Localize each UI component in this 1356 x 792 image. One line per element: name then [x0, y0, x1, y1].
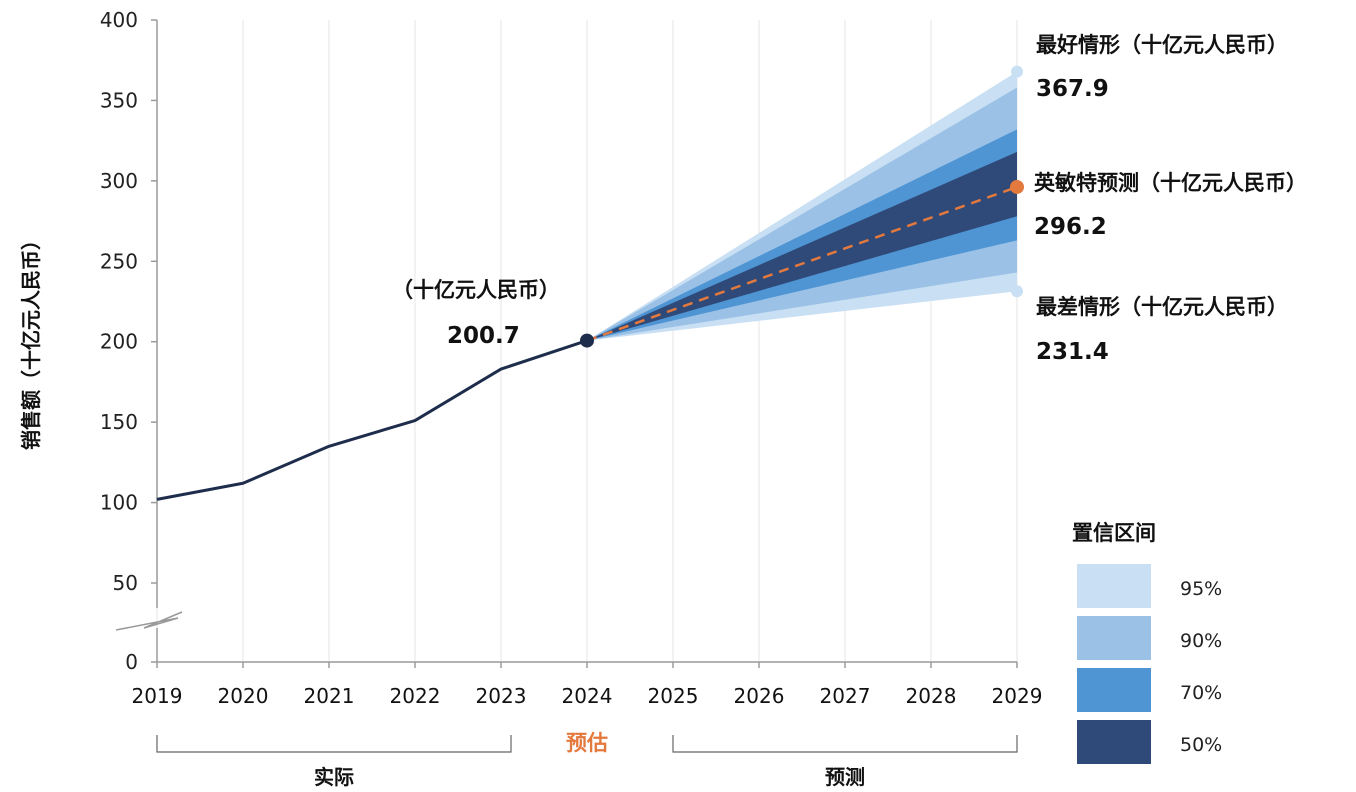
- period-bracket-0: [156, 735, 512, 753]
- legend-label-1: 90%: [1180, 630, 1222, 652]
- legend-swatch-1: [1077, 616, 1151, 660]
- period-bracket-2: [672, 735, 1018, 753]
- fan-band-70pct: [587, 129, 1017, 341]
- legend-title: 置信区间: [1072, 521, 1156, 545]
- x-tick-label-2027: 2027: [820, 684, 871, 708]
- fan-band-50pct: [587, 151, 1017, 341]
- annotation-marker-2: [1010, 179, 1024, 194]
- annotation-marker-1: [1011, 65, 1023, 78]
- axis-layer: 0 50 100 150 200 250 300 350 400 2019 2020 2021 2022…: [100, 8, 1043, 708]
- x-tick-label-2019: 2019: [132, 684, 183, 708]
- annotation-label-0: （十亿元人民币）: [392, 278, 560, 302]
- annotation-layer: （十亿元人民币） 200.7 最好情形（十亿元人民币） 367.9 英敏特预测（十亿元人…: [392, 33, 1307, 365]
- y-tick-label-100: 100: [100, 491, 138, 515]
- annotation-value-0: 200.7: [447, 323, 520, 349]
- annotation-label-2: 英敏特预测（十亿元人民币）: [1034, 171, 1307, 195]
- y-tick-label-250: 250: [100, 249, 138, 273]
- period-label-0: 实际: [314, 765, 354, 789]
- x-tick-label-2025: 2025: [648, 684, 699, 708]
- x-tick-label-2020: 2020: [218, 684, 269, 708]
- x-tick-label-2023: 2023: [476, 684, 527, 708]
- x-tick-label-2029: 2029: [992, 684, 1043, 708]
- actual-sales-line: [156, 339, 588, 501]
- y-tick-label-50: 50: [113, 571, 138, 595]
- annotation-marker-3: [1011, 285, 1023, 298]
- legend-label-3: 50%: [1180, 734, 1222, 756]
- x-tick-label-2021: 2021: [304, 684, 355, 708]
- annotation-marker-0: [580, 333, 594, 348]
- annotation-value-2: 296.2: [1034, 214, 1107, 240]
- y-tick-label-150: 150: [100, 410, 138, 434]
- x-tick-label-2026: 2026: [734, 684, 785, 708]
- forecast-fan: [587, 71, 1017, 341]
- y-tick-label-400: 400: [100, 8, 138, 32]
- y-tick-label-0: 0: [125, 650, 138, 674]
- legend-swatch-3: [1077, 720, 1151, 764]
- legend-swatch-2: [1077, 668, 1151, 712]
- annotation-label-3: 最差情形（十亿元人民币）: [1036, 295, 1288, 319]
- legend-label-2: 70%: [1180, 682, 1222, 704]
- y-tick-label-200: 200: [100, 330, 138, 354]
- period-label-2: 预测: [825, 765, 865, 789]
- legend-swatch-0: [1077, 564, 1151, 608]
- x-tick-label-2022: 2022: [390, 684, 441, 708]
- legend-label-0: 95%: [1180, 578, 1222, 600]
- x-tick-label-2028: 2028: [906, 684, 957, 708]
- annotation-value-3: 231.4: [1036, 339, 1109, 365]
- fan-band-90pct: [587, 87, 1017, 341]
- y-tick-label-350: 350: [100, 88, 138, 112]
- legend: 置信区间 95% 90% 70% 50%: [1072, 521, 1222, 764]
- x-tick-label-2024: 2024: [562, 684, 613, 708]
- series-layer: [156, 185, 1018, 501]
- y-tick-label-300: 300: [100, 169, 138, 193]
- y-axis-break-mark: [115, 611, 183, 631]
- y-axis-label: 销售额（十亿元人民币）: [19, 230, 43, 450]
- period-label-1: 预估: [566, 731, 608, 755]
- forecast-dashed-line: [586, 185, 1018, 342]
- annotation-label-1: 最好情形（十亿元人民币）: [1036, 33, 1288, 57]
- annotation-value-1: 367.9: [1036, 76, 1109, 102]
